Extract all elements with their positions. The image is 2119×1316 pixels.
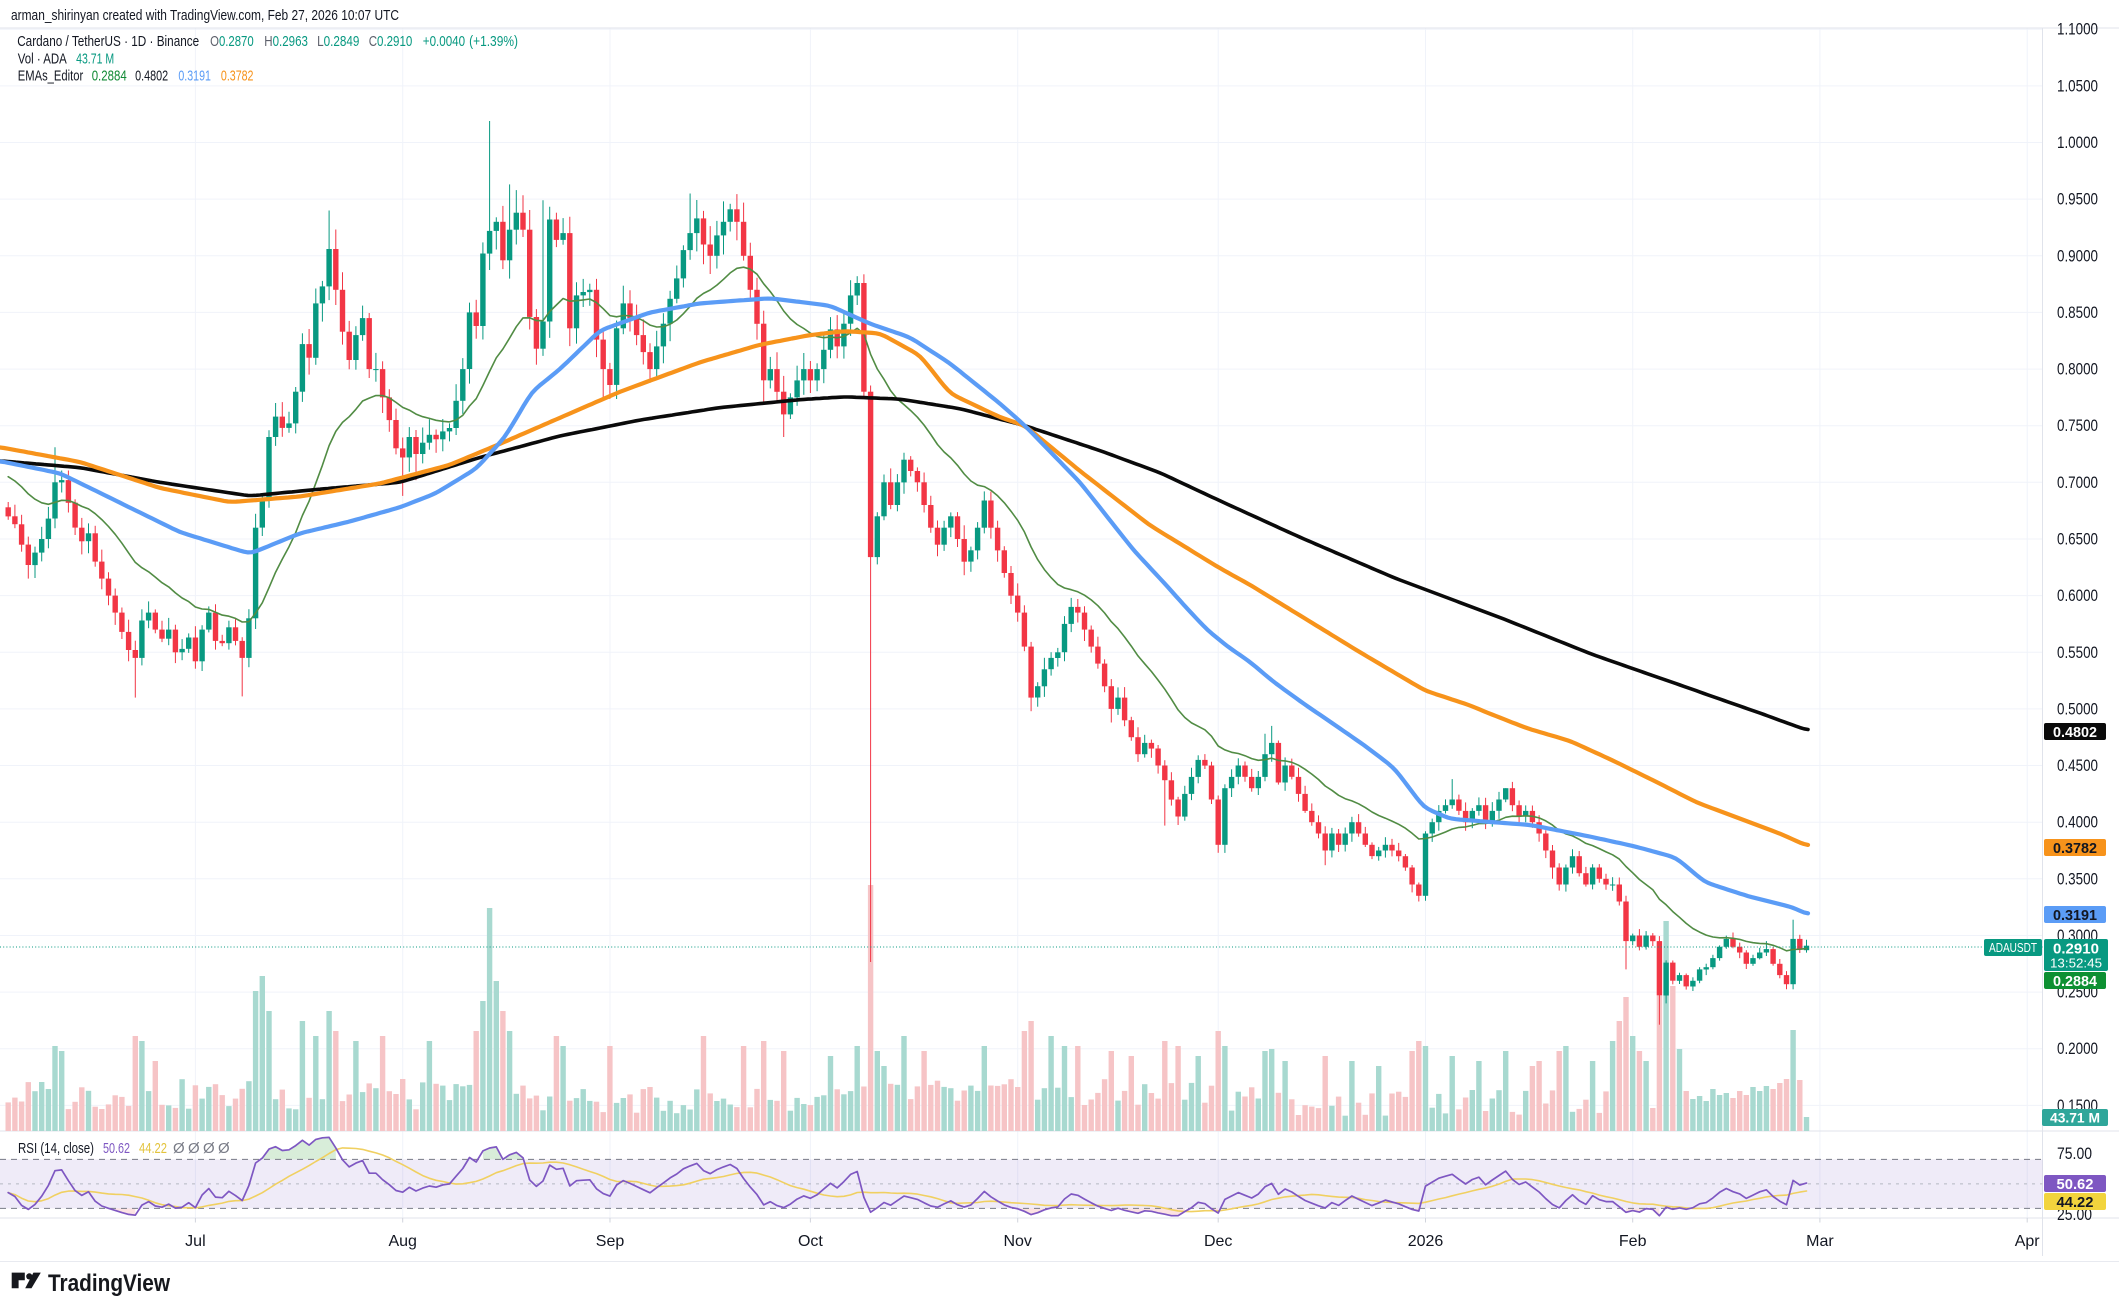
svg-text:0.7000: 0.7000 (2057, 474, 2098, 492)
svg-text:13:52:45: 13:52:45 (2050, 956, 2102, 971)
svg-text:0.3782: 0.3782 (2053, 840, 2097, 857)
svg-text:Nov: Nov (1003, 1233, 1031, 1250)
svg-text:Cardano / TetherUS · 1D · Bina: Cardano / TetherUS · 1D · Binance (17, 33, 199, 50)
svg-text:Feb: Feb (1619, 1233, 1647, 1250)
svg-text:75.00: 75.00 (2057, 1145, 2092, 1163)
svg-text:Mar: Mar (1806, 1233, 1834, 1250)
svg-text:0.4500: 0.4500 (2057, 757, 2098, 775)
svg-text:O0.2870: O0.2870 (210, 33, 254, 50)
svg-text:Jul: Jul (185, 1233, 205, 1250)
svg-text:0.6000: 0.6000 (2057, 587, 2098, 605)
svg-text:0.4802: 0.4802 (2053, 724, 2097, 741)
svg-text:43.71 M: 43.71 M (2050, 1110, 2100, 1126)
svg-text:0.2884: 0.2884 (92, 68, 127, 85)
svg-text:43.71 M: 43.71 M (76, 51, 114, 68)
svg-text:Dec: Dec (1204, 1233, 1232, 1250)
svg-text:Ø: Ø (218, 1140, 230, 1157)
svg-text:0.5000: 0.5000 (2057, 700, 2098, 718)
svg-text:H0.2963: H0.2963 (264, 33, 308, 50)
svg-text:Apr: Apr (2015, 1233, 2041, 1250)
svg-text:0.4802: 0.4802 (135, 68, 168, 85)
svg-text:50.62: 50.62 (2057, 1176, 2094, 1193)
svg-text:Ø: Ø (188, 1140, 200, 1157)
svg-text:0.7500: 0.7500 (2057, 417, 2098, 435)
svg-text:Oct: Oct (798, 1233, 823, 1250)
svg-text:25.00: 25.00 (2057, 1206, 2092, 1224)
svg-text:0.5500: 0.5500 (2057, 644, 2098, 662)
svg-text:(+1.39%): (+1.39%) (469, 33, 518, 50)
svg-text:Ø: Ø (173, 1140, 185, 1157)
svg-text:0.3782: 0.3782 (221, 68, 254, 85)
svg-text:2026: 2026 (1408, 1233, 1444, 1250)
svg-text:44.22: 44.22 (2057, 1194, 2094, 1211)
svg-text:0.9500: 0.9500 (2057, 191, 2098, 209)
svg-text:1.0500: 1.0500 (2057, 77, 2098, 95)
svg-text:1.1000: 1.1000 (2057, 21, 2098, 39)
svg-text:0.8000: 0.8000 (2057, 361, 2098, 379)
svg-text:0.3191: 0.3191 (2053, 907, 2097, 924)
svg-text:50.62: 50.62 (103, 1140, 130, 1157)
svg-text:0.2910: 0.2910 (2053, 941, 2099, 958)
svg-text:0.4000: 0.4000 (2057, 814, 2098, 832)
svg-text:0.2884: 0.2884 (2053, 973, 2098, 990)
svg-text:Sep: Sep (596, 1233, 625, 1250)
svg-text:C0.2910: C0.2910 (369, 33, 413, 50)
svg-text:+0.0040: +0.0040 (423, 33, 465, 50)
svg-text:arman_shirinyan created with T: arman_shirinyan created with TradingView… (11, 7, 399, 24)
svg-text:0.6500: 0.6500 (2057, 531, 2098, 549)
svg-text:RSI (14, close): RSI (14, close) (18, 1140, 94, 1157)
svg-text:ADAUSDT: ADAUSDT (1989, 941, 2037, 955)
svg-text:TradingView: TradingView (48, 1270, 171, 1297)
svg-text:44.22: 44.22 (139, 1140, 167, 1157)
svg-text:Ø: Ø (203, 1140, 215, 1157)
svg-text:1.0000: 1.0000 (2057, 134, 2098, 152)
svg-text:0.3500: 0.3500 (2057, 870, 2098, 888)
svg-text:0.3191: 0.3191 (178, 68, 211, 85)
svg-text:0.8500: 0.8500 (2057, 304, 2098, 322)
svg-text:Aug: Aug (388, 1233, 416, 1250)
svg-text:EMAs_Editor: EMAs_Editor (18, 68, 83, 85)
svg-text:L0.2849: L0.2849 (317, 33, 359, 50)
svg-text:Vol · ADA: Vol · ADA (18, 51, 67, 68)
svg-text:0.9000: 0.9000 (2057, 247, 2098, 265)
svg-text:0.2000: 0.2000 (2057, 1040, 2098, 1058)
